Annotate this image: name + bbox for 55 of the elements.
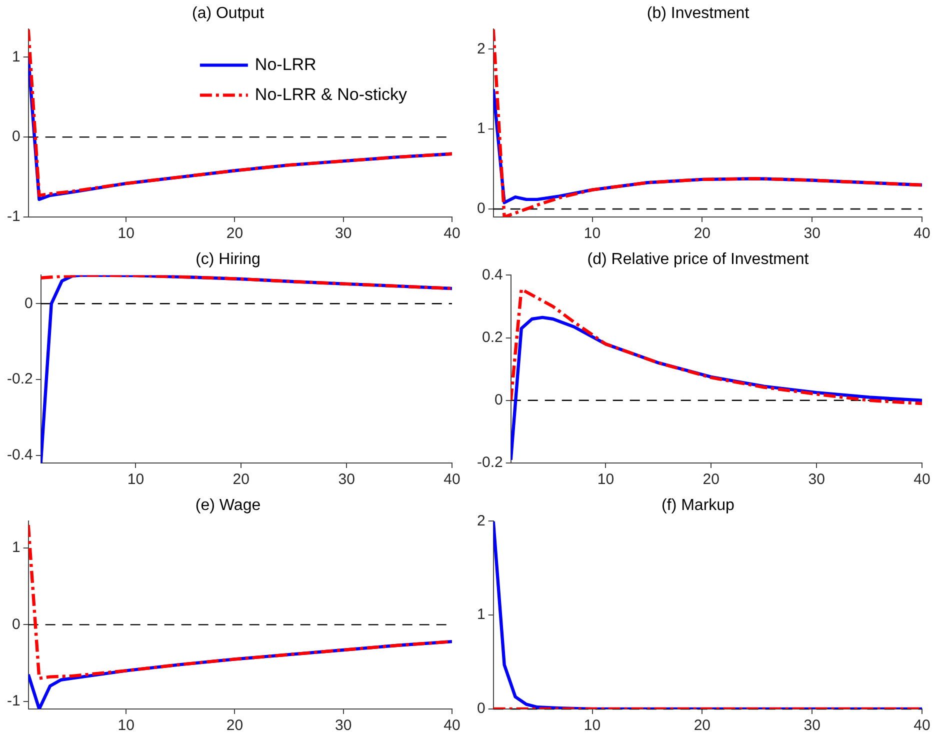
x-tick-label: 20 <box>702 471 720 488</box>
x-tick-label: 40 <box>914 717 930 734</box>
y-tick-label: -1 <box>6 692 20 710</box>
x-tick-label: 10 <box>584 717 601 734</box>
x-tick-label: 30 <box>804 225 820 242</box>
line-series <box>28 29 452 198</box>
y-tick-label: 2 <box>477 512 486 530</box>
line-series <box>28 523 452 680</box>
y-tick-label: 0 <box>12 128 20 146</box>
y-tick-label: 1 <box>477 606 486 624</box>
x-tick-label: 30 <box>335 225 352 242</box>
y-tick-label: -0.2 <box>476 454 503 472</box>
x-tick-label: 40 <box>914 471 930 488</box>
y-tick-label: 1 <box>12 539 20 556</box>
y-tick-label: -1 <box>6 208 20 226</box>
chart-title: (d) Relative price of Investment <box>587 251 810 268</box>
y-tick-label: 1 <box>477 120 486 138</box>
x-tick-label: 10 <box>118 717 134 734</box>
x-tick-label: 30 <box>338 471 355 488</box>
x-tick-label: 40 <box>444 225 460 242</box>
chart-title: (c) Hiring <box>196 251 260 268</box>
y-tick-label: 0.4 <box>482 266 503 284</box>
y-tick-label: 2 <box>477 40 486 58</box>
chart-title: (f) Markup <box>662 497 735 514</box>
chart-title: (e) Wage <box>195 497 261 514</box>
x-tick-label: 30 <box>335 717 352 734</box>
legend-label: No-LRR & No-sticky <box>254 84 408 104</box>
x-tick-label: 40 <box>444 471 460 488</box>
x-tick-label: 40 <box>914 225 930 242</box>
line-series <box>510 288 922 406</box>
y-tick-label: 0 <box>24 294 33 312</box>
x-tick-label: 30 <box>804 717 820 734</box>
chart-title: (b) Investment <box>646 5 750 22</box>
y-tick-label: 0 <box>477 200 486 218</box>
y-tick-label: 0 <box>12 616 20 633</box>
x-tick-label: 30 <box>808 471 825 488</box>
x-tick-label: 10 <box>127 471 144 488</box>
x-tick-label: 20 <box>232 471 250 488</box>
x-tick-label: 10 <box>584 225 601 242</box>
x-tick-label: 10 <box>597 471 614 488</box>
x-tick-label: 20 <box>226 225 244 242</box>
y-tick-label: -0.2 <box>6 370 33 388</box>
y-tick-label: 0 <box>494 392 503 409</box>
x-tick-label: 20 <box>694 225 711 242</box>
chart-title: (a) Output <box>192 5 265 22</box>
y-tick-label: 0.2 <box>482 328 503 346</box>
y-tick-label: -0.4 <box>6 446 33 464</box>
line-series <box>40 275 452 290</box>
x-tick-label: 20 <box>694 717 711 734</box>
legend-label: No-LRR <box>254 54 316 74</box>
x-tick-label: 20 <box>226 717 244 734</box>
x-tick-label: 40 <box>444 717 460 734</box>
y-tick-label: 0 <box>477 700 486 718</box>
x-tick-label: 10 <box>118 225 134 242</box>
y-tick-label: 1 <box>12 48 20 66</box>
